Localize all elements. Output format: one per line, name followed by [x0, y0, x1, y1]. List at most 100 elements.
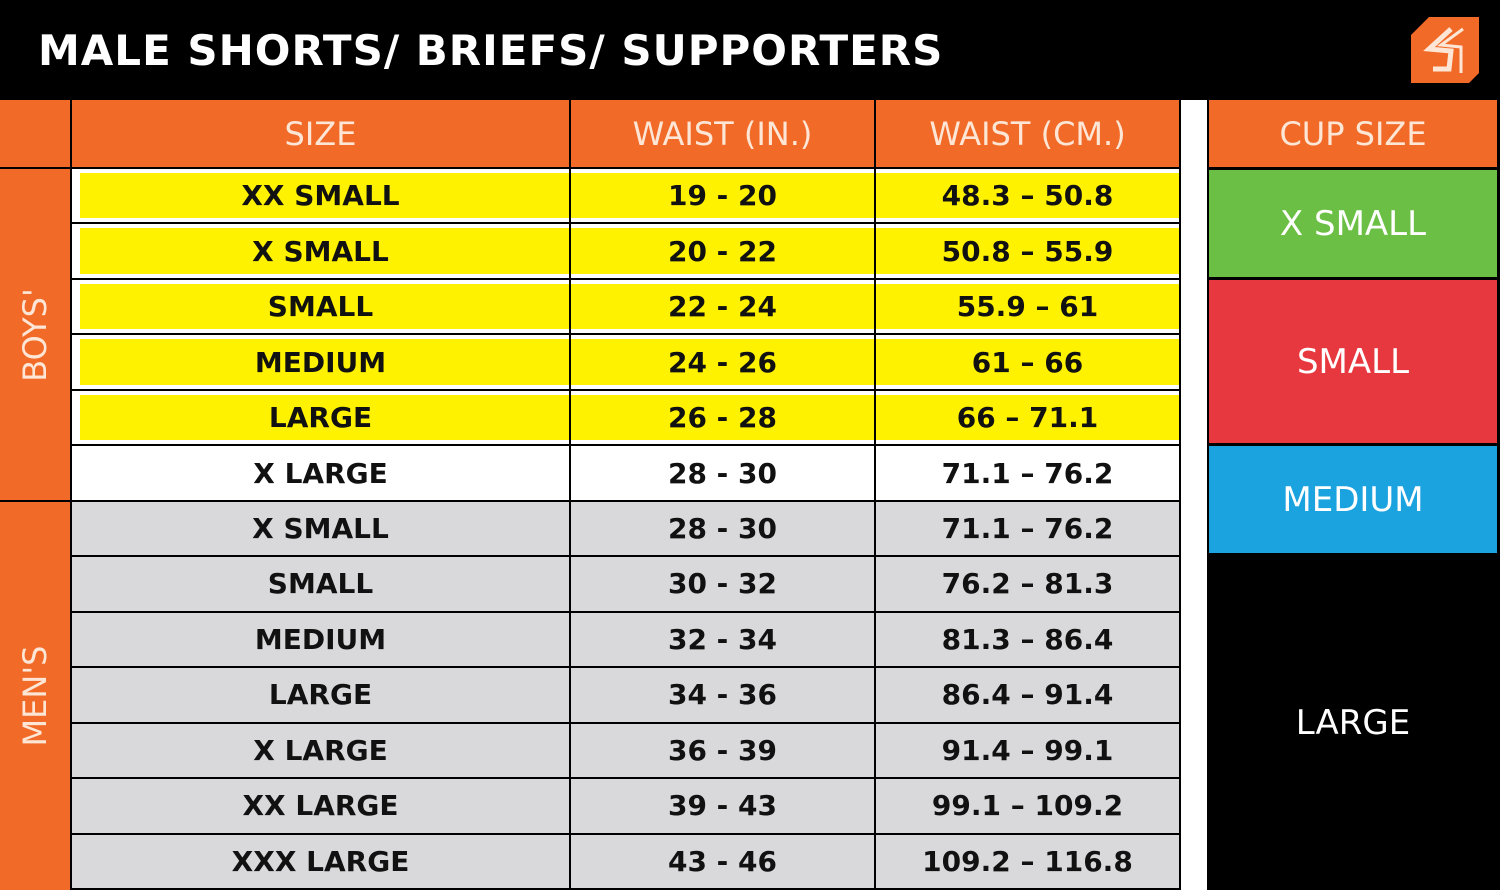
table-cell-cm: 71.1 – 76.2	[876, 446, 1179, 500]
table-cell-cm: 76.2 – 81.3	[876, 557, 1179, 611]
cell-text: 34 - 36	[667, 678, 778, 712]
table-cell-cm: 86.4 – 91.4	[876, 668, 1179, 722]
cell-text: SMALL	[267, 290, 374, 324]
table-cell-cm: 61 – 66	[876, 335, 1179, 389]
highlight	[876, 173, 1179, 219]
highlight	[876, 228, 1179, 274]
cell-text: 28 - 30	[667, 511, 778, 545]
column-gap	[1181, 100, 1207, 890]
cell-text: 20 - 22	[667, 234, 778, 268]
cell-text: 43 - 46	[667, 844, 778, 878]
table-cell-in: 28 - 30	[571, 501, 874, 556]
table-cell-size: X LARGE	[72, 446, 569, 500]
highlight	[876, 339, 1179, 385]
table-cell-size: X SMALL	[72, 501, 569, 556]
highlight	[80, 228, 569, 274]
table-cell-in: 39 - 43	[571, 779, 874, 833]
table-cell-cm: 99.1 – 109.2	[876, 779, 1179, 833]
highlight	[80, 283, 569, 330]
table-cell-cm: 66 – 71.1	[876, 390, 1179, 445]
cup-size-label: X SMALL	[1279, 203, 1427, 244]
cell-text: 22 - 24	[667, 290, 778, 324]
cell-text: X SMALL	[252, 234, 389, 268]
cell-text: MEDIUM	[254, 345, 387, 379]
table-cell-size: XXX LARGE	[72, 834, 569, 888]
table-cell-cm: 91.4 – 99.1	[876, 723, 1179, 778]
cell-text: 50.8 – 55.9	[941, 234, 1114, 268]
highlight	[80, 339, 569, 385]
highlight	[571, 339, 874, 385]
header-waist-in: WAIST (IN.)	[571, 100, 874, 167]
cell-text: 71.1 – 76.2	[941, 456, 1114, 490]
header-cup-size: CUP SIZE	[1209, 100, 1497, 167]
corner-cell	[0, 100, 70, 167]
page-title: MALE SHORTS/ BRIEFS/ SUPPORTERS	[38, 26, 944, 75]
cell-text: 61 – 66	[971, 345, 1084, 379]
table-cell-size: LARGE	[72, 390, 569, 445]
brand-s-logo-icon	[1411, 17, 1479, 83]
cup-size-2: MEDIUM	[1209, 446, 1497, 553]
cell-text: 81.3 – 86.4	[941, 622, 1114, 656]
table-cell-size: MEDIUM	[72, 335, 569, 389]
table-cell-in: 20 - 22	[571, 224, 874, 278]
cell-text: 91.4 – 99.1	[941, 733, 1114, 767]
highlight	[571, 283, 874, 330]
cell-text: 36 - 39	[667, 733, 778, 767]
table-cell-cm: 109.2 – 116.8	[876, 834, 1179, 888]
header-waist-cm: WAIST (CM.)	[876, 100, 1179, 167]
cell-text: 55.9 – 61	[956, 290, 1099, 324]
table-cell-size: SMALL	[72, 279, 569, 334]
cell-text: 19 - 20	[667, 179, 778, 213]
cell-text: SMALL	[267, 567, 374, 601]
cell-text: X LARGE	[253, 456, 388, 490]
table-cell-in: 43 - 46	[571, 834, 874, 888]
cup-size-1: SMALL	[1209, 280, 1497, 443]
table-cell-cm: 81.3 – 86.4	[876, 612, 1179, 667]
table-cell-in: 32 - 34	[571, 612, 874, 667]
table-cell-cm: 50.8 – 55.9	[876, 224, 1179, 278]
cell-text: 76.2 – 81.3	[941, 567, 1114, 601]
table-cell-size: LARGE	[72, 668, 569, 722]
table-cell-size: X LARGE	[72, 723, 569, 778]
table-cell-size: MEDIUM	[72, 612, 569, 667]
highlight	[876, 394, 1179, 441]
cell-text: XX LARGE	[242, 789, 399, 823]
highlight	[571, 228, 874, 274]
table-cell-in: 28 - 30	[571, 446, 874, 500]
cell-text: 48.3 – 50.8	[941, 179, 1114, 213]
highlight	[80, 394, 569, 441]
cell-text: 30 - 32	[667, 567, 778, 601]
cell-text: 32 - 34	[667, 622, 778, 656]
cell-text: MEDIUM	[254, 622, 387, 656]
cell-text: 28 - 30	[667, 456, 778, 490]
cell-text: 86.4 – 91.4	[941, 678, 1114, 712]
table-cell-in: 22 - 24	[571, 279, 874, 334]
table-cell-size: XX LARGE	[72, 779, 569, 833]
cup-size-label: MEDIUM	[1282, 479, 1424, 520]
cell-text: 24 - 26	[667, 345, 778, 379]
cell-text: 109.2 – 116.8	[922, 844, 1133, 878]
cup-size-3: LARGE	[1209, 556, 1497, 890]
table-cell-cm: 55.9 – 61	[876, 279, 1179, 334]
table-cell-in: 34 - 36	[571, 668, 874, 722]
group-boys: BOYS'	[0, 169, 70, 500]
highlight	[571, 394, 874, 441]
table-cell-size: X SMALL	[72, 224, 569, 278]
group-mens-label: MEN'S	[16, 645, 54, 747]
table-cell-in: 19 - 20	[571, 169, 874, 223]
header-size: SIZE	[72, 100, 569, 167]
cup-size-label: LARGE	[1295, 703, 1411, 743]
cell-text: 26 - 28	[667, 401, 778, 435]
cell-text: 39 - 43	[667, 789, 778, 823]
table-cell-in: 26 - 28	[571, 390, 874, 445]
cell-text: 66 – 71.1	[956, 401, 1099, 435]
cell-text: 99.1 – 109.2	[931, 789, 1124, 823]
highlight	[571, 173, 874, 219]
cell-text: X LARGE	[253, 733, 388, 767]
highlight	[80, 173, 569, 219]
table-cell-cm: 48.3 – 50.8	[876, 169, 1179, 223]
cell-text: XX SMALL	[241, 179, 400, 213]
table-cell-size: XX SMALL	[72, 169, 569, 223]
table-cell-size: SMALL	[72, 557, 569, 611]
cup-size-label: SMALL	[1296, 341, 1410, 382]
